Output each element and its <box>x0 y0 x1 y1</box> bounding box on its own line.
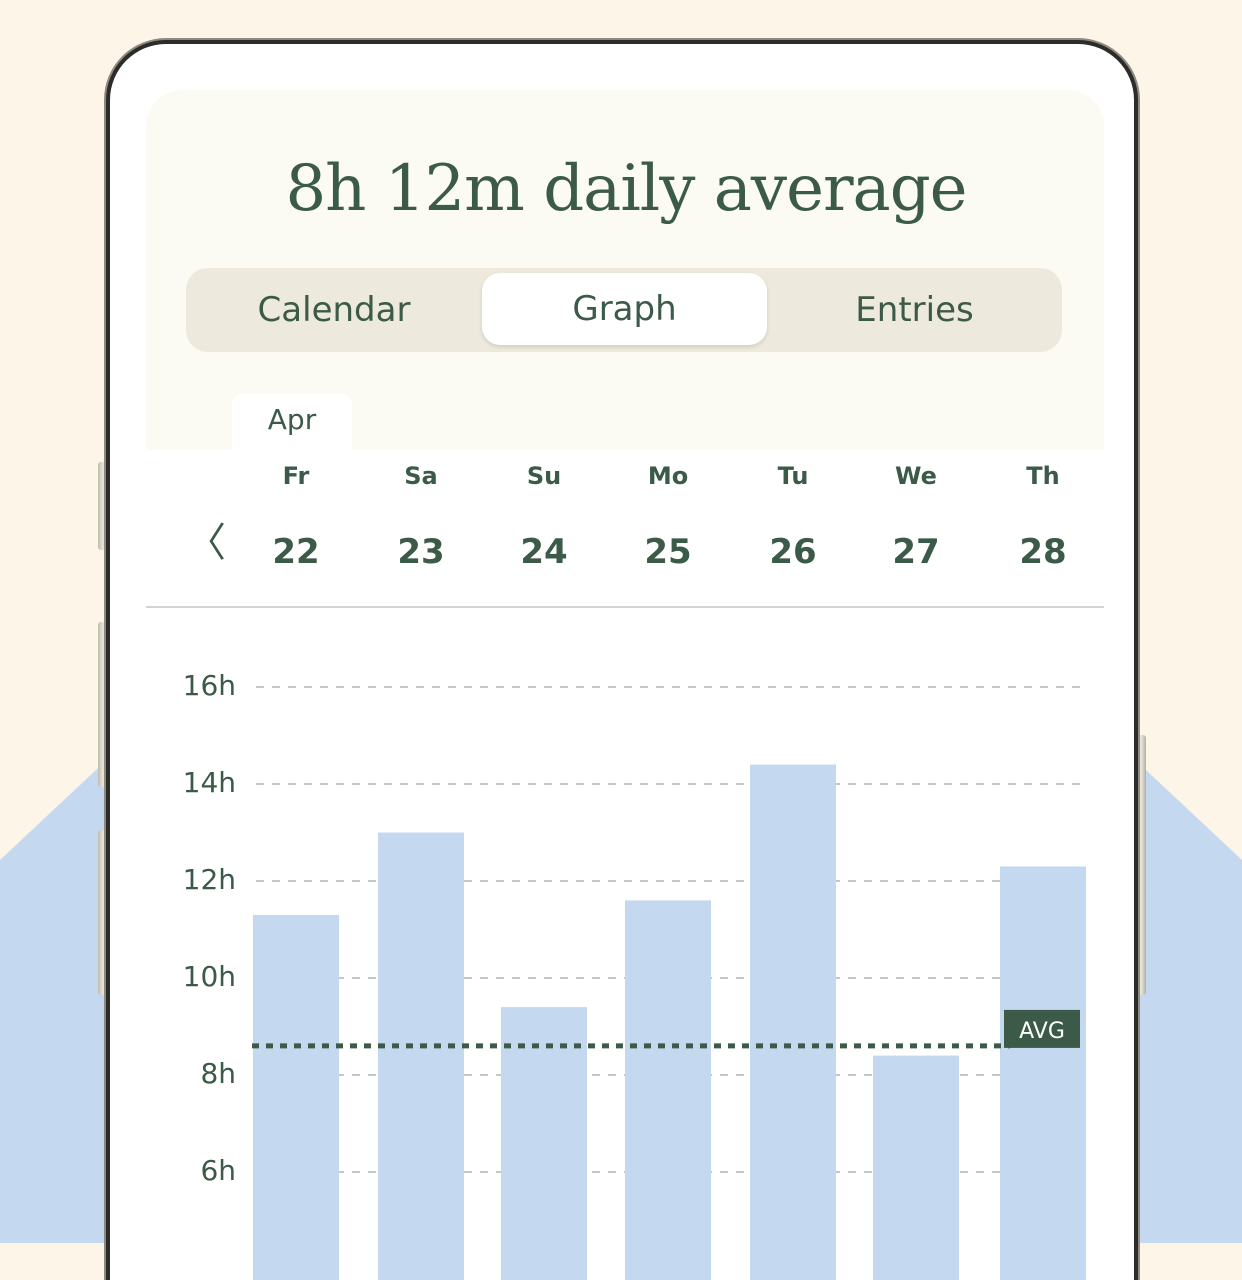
average-badge-label: AVG <box>1019 1019 1065 1044</box>
sleep-bar[interactable] <box>750 765 836 1280</box>
phone-screen: 8h 12m daily average Calendar Graph Entr… <box>106 40 1138 1280</box>
sleep-bar[interactable] <box>1000 866 1086 1280</box>
sleep-bar[interactable] <box>625 900 711 1280</box>
sleep-bar[interactable] <box>253 915 339 1280</box>
sleep-bar[interactable] <box>873 1056 959 1280</box>
sleep-bar-chart: AVG <box>110 44 1138 1280</box>
sleep-bar[interactable] <box>378 833 464 1280</box>
